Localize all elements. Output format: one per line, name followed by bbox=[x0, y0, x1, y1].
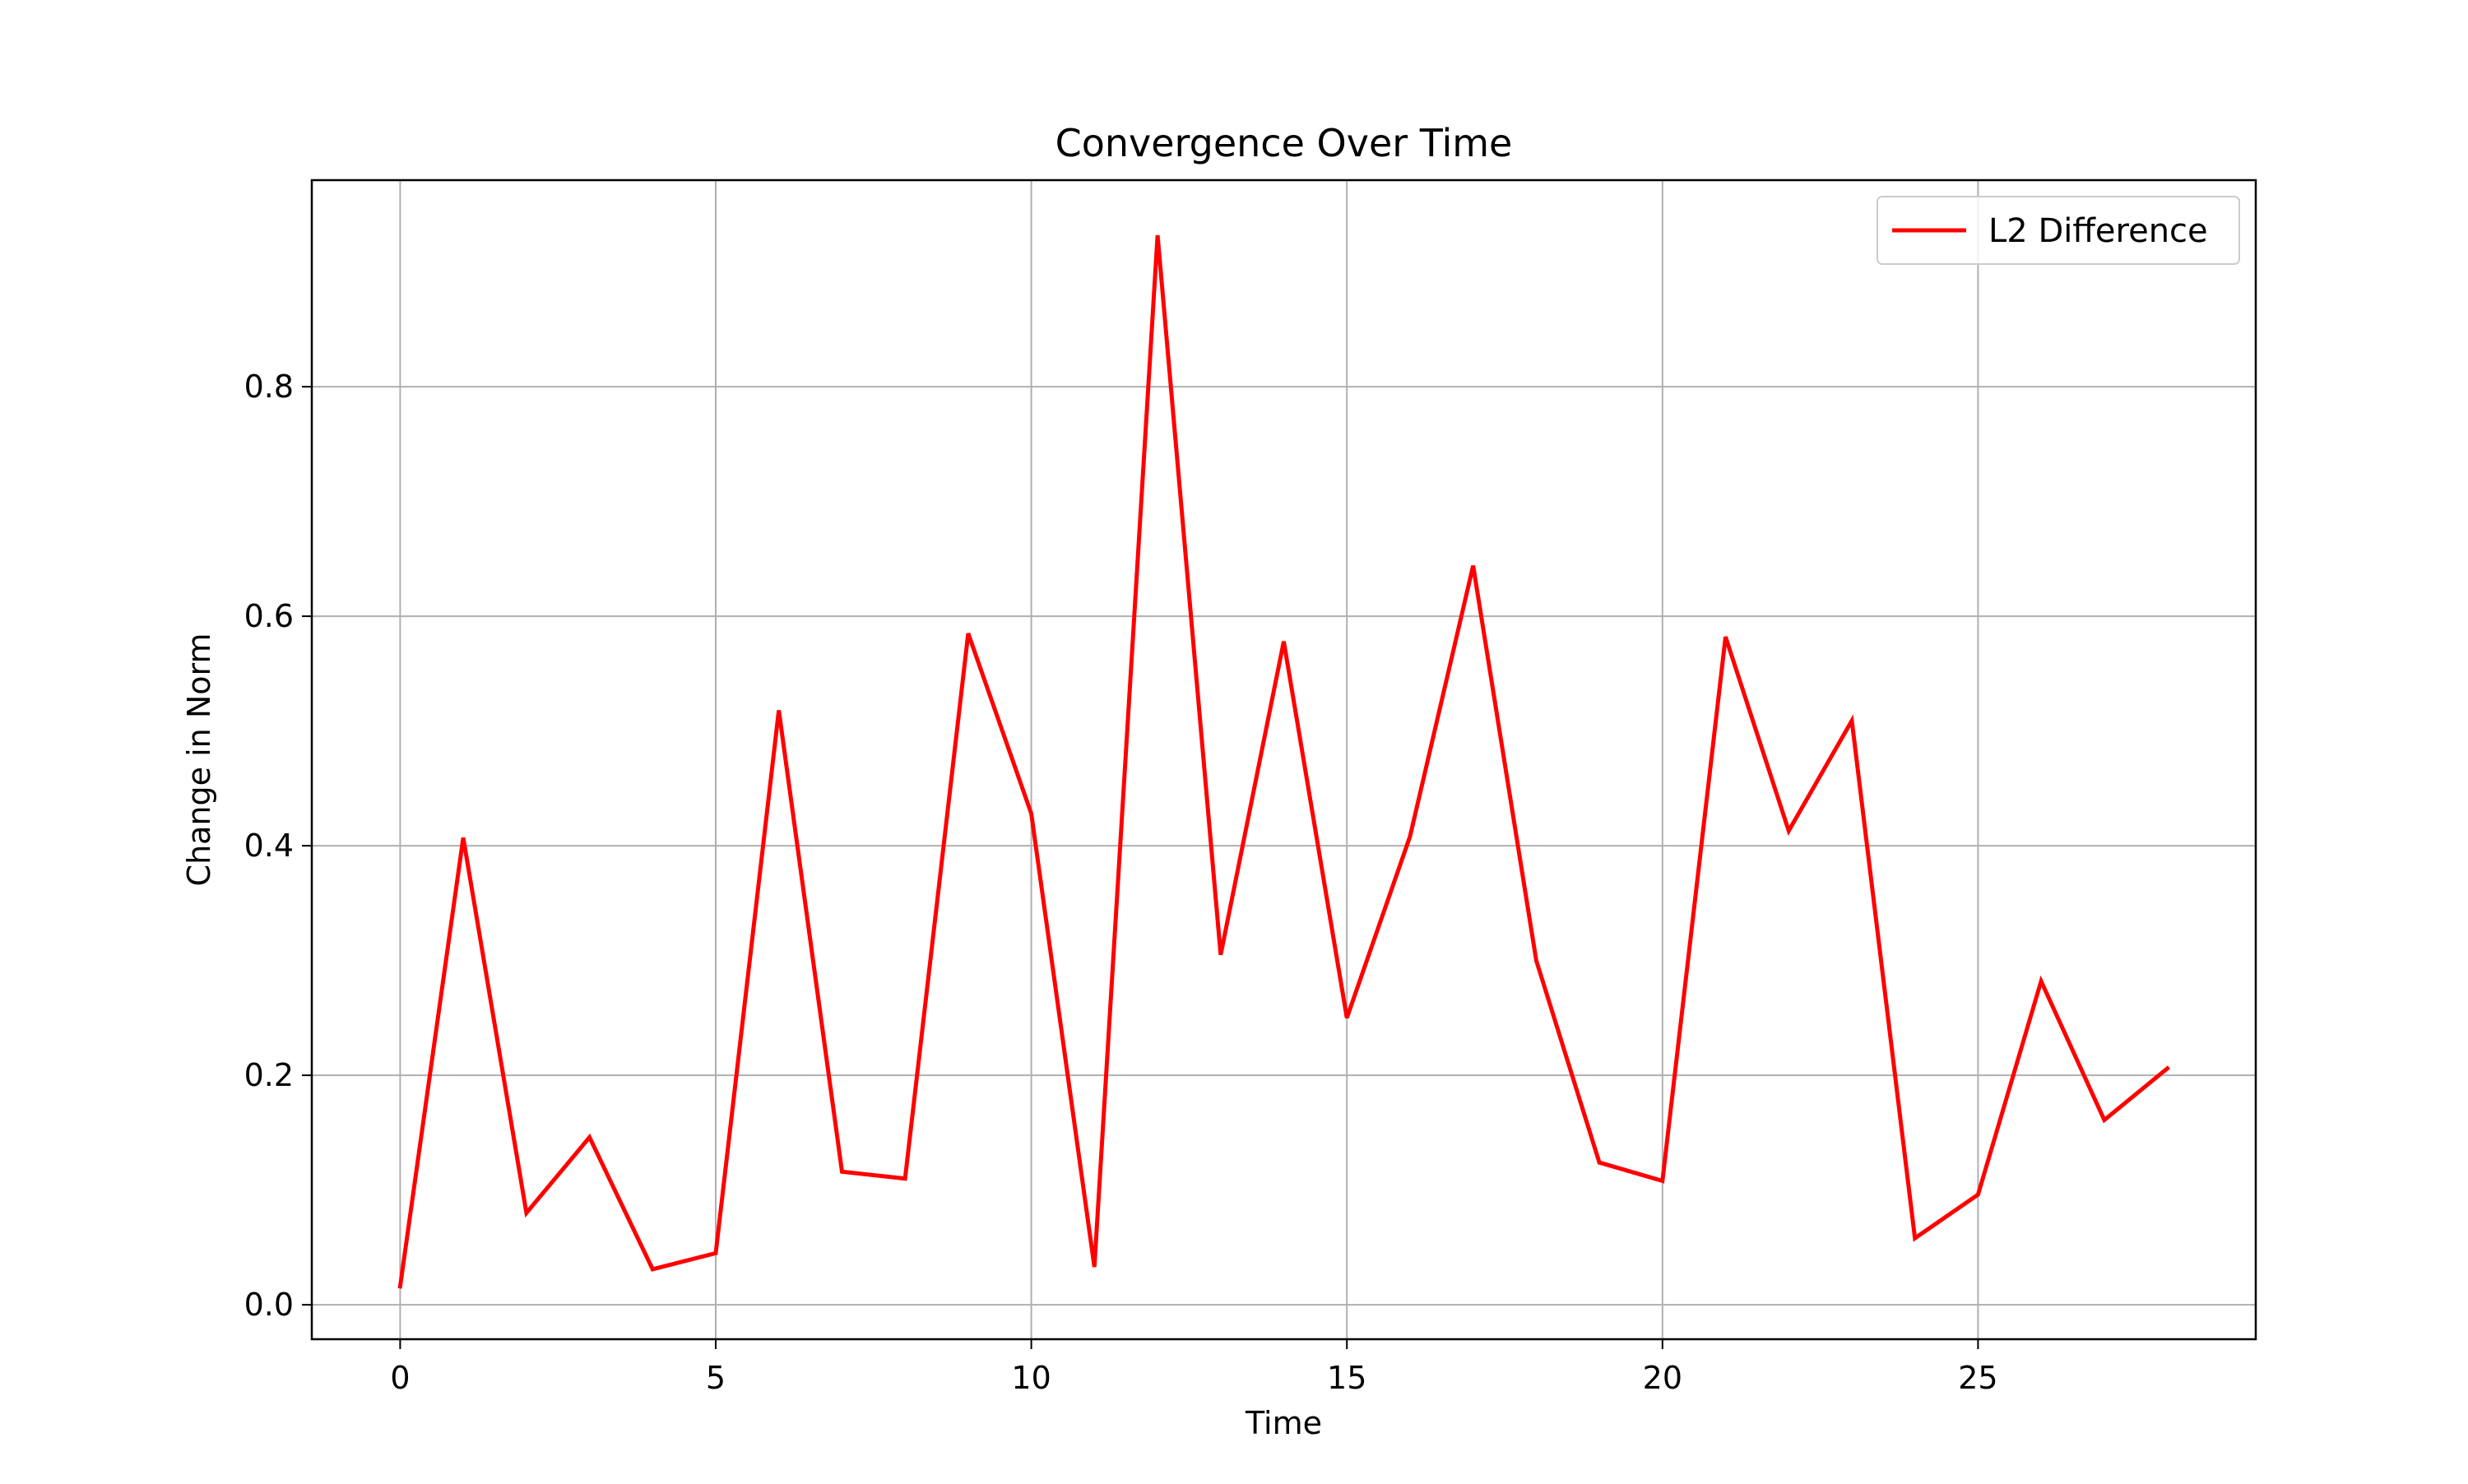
y-tick-label: 0.4 bbox=[244, 828, 294, 864]
y-tick-label: 0.8 bbox=[244, 369, 294, 405]
y-axis-label: Change in Norm bbox=[181, 633, 217, 887]
y-tick-label: 0.2 bbox=[244, 1057, 294, 1093]
x-tick-label: 20 bbox=[1643, 1360, 1682, 1396]
legend: L2 Difference bbox=[1877, 197, 2239, 264]
chart-title: Convergence Over Time bbox=[1055, 121, 1513, 165]
x-axis-label: Time bbox=[1245, 1405, 1322, 1441]
x-tick-label: 0 bbox=[390, 1360, 410, 1396]
x-tick-label: 10 bbox=[1011, 1360, 1051, 1396]
legend-label-l2-difference: L2 Difference bbox=[1988, 212, 2208, 250]
x-tick-label: 25 bbox=[1958, 1360, 1997, 1396]
x-tick-label: 5 bbox=[706, 1360, 726, 1396]
y-tick-label: 0.6 bbox=[244, 598, 294, 634]
y-tick-label: 0.0 bbox=[244, 1287, 294, 1323]
x-tick-label: 15 bbox=[1327, 1360, 1366, 1396]
